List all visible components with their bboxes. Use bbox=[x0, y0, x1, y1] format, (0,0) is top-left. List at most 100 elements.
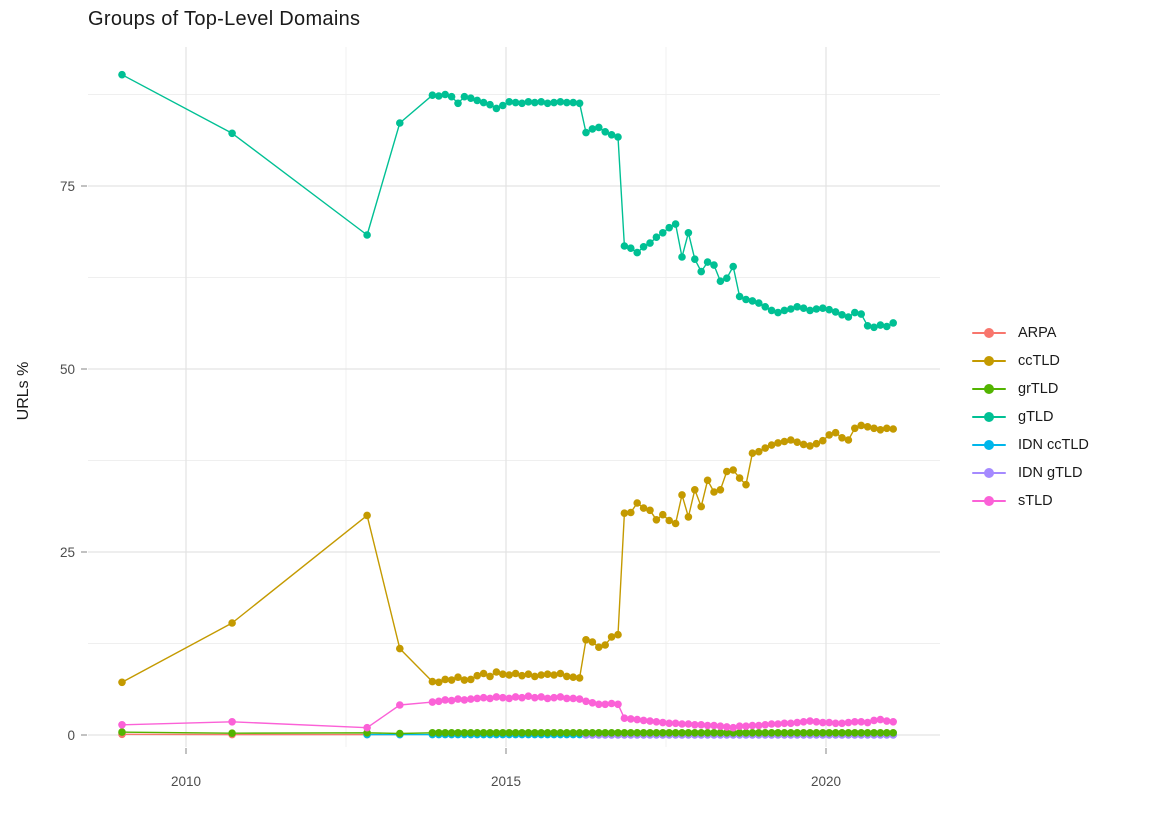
data-point bbox=[627, 729, 635, 737]
data-point bbox=[671, 719, 680, 728]
data-point bbox=[467, 675, 475, 684]
data-point bbox=[793, 303, 801, 311]
x-tick-label: 2015 bbox=[491, 774, 521, 789]
data-point bbox=[838, 729, 846, 737]
data-point bbox=[723, 723, 731, 731]
data-point bbox=[761, 721, 769, 729]
data-point bbox=[556, 693, 565, 701]
data-point bbox=[588, 638, 597, 646]
data-point bbox=[492, 668, 501, 676]
data-point bbox=[799, 718, 808, 726]
data-point bbox=[537, 693, 545, 701]
data-point bbox=[646, 506, 654, 515]
data-point bbox=[806, 729, 814, 737]
data-point bbox=[716, 729, 725, 737]
data-point bbox=[505, 671, 513, 679]
data-point bbox=[876, 426, 885, 434]
data-point bbox=[460, 696, 469, 704]
data-point bbox=[543, 670, 552, 678]
data-point bbox=[819, 436, 827, 445]
data-point bbox=[518, 671, 526, 680]
data-point bbox=[633, 729, 641, 737]
data-point bbox=[812, 718, 821, 726]
data-point bbox=[524, 729, 533, 737]
data-point bbox=[492, 693, 501, 701]
data-point bbox=[735, 474, 744, 482]
data-point bbox=[748, 449, 757, 458]
data-point bbox=[556, 98, 565, 106]
data-point bbox=[863, 718, 872, 727]
data-point bbox=[595, 729, 603, 737]
data-point bbox=[582, 636, 590, 644]
data-point bbox=[396, 701, 404, 709]
data-point bbox=[473, 694, 482, 703]
data-point bbox=[671, 220, 680, 228]
data-point bbox=[447, 696, 456, 705]
data-point bbox=[748, 721, 757, 730]
data-point bbox=[614, 729, 622, 737]
data-point bbox=[575, 99, 584, 108]
data-point bbox=[774, 439, 782, 447]
data-point bbox=[646, 239, 654, 247]
data-point bbox=[543, 729, 552, 737]
data-point bbox=[767, 720, 776, 728]
data-point bbox=[363, 231, 371, 239]
data-point bbox=[857, 310, 865, 318]
data-point bbox=[793, 438, 801, 447]
data-point bbox=[588, 125, 597, 133]
data-point bbox=[435, 678, 443, 687]
data-point bbox=[492, 104, 501, 113]
data-point bbox=[659, 729, 667, 737]
data-point bbox=[761, 444, 769, 452]
data-point bbox=[582, 128, 590, 137]
data-point bbox=[563, 694, 571, 703]
data-point bbox=[716, 277, 725, 286]
data-point bbox=[716, 486, 725, 494]
data-point bbox=[825, 718, 833, 727]
data-point bbox=[665, 729, 673, 737]
data-point bbox=[505, 694, 513, 703]
data-point bbox=[678, 720, 686, 728]
data-point bbox=[652, 718, 661, 726]
data-point bbox=[499, 729, 507, 737]
data-point bbox=[454, 673, 462, 681]
data-point bbox=[524, 670, 533, 678]
data-point bbox=[831, 428, 840, 437]
data-point bbox=[876, 729, 885, 737]
legend-item-gtld: gTLD bbox=[972, 406, 1089, 428]
data-point bbox=[543, 694, 552, 703]
data-point bbox=[627, 715, 635, 723]
data-point bbox=[118, 728, 126, 736]
data-point bbox=[435, 697, 443, 706]
data-point bbox=[671, 729, 680, 737]
data-point bbox=[684, 513, 693, 521]
data-point bbox=[524, 98, 533, 106]
data-point bbox=[467, 695, 475, 703]
data-point bbox=[118, 721, 126, 729]
data-point bbox=[511, 669, 520, 678]
data-point bbox=[505, 729, 513, 737]
data-point bbox=[761, 729, 769, 737]
data-point bbox=[889, 319, 897, 327]
legend-key-icon bbox=[972, 378, 1006, 400]
data-point bbox=[799, 729, 808, 737]
data-point bbox=[524, 692, 533, 700]
legend-key-icon bbox=[972, 322, 1006, 344]
data-point bbox=[646, 729, 654, 737]
data-point bbox=[703, 721, 712, 730]
legend-label: ccTLD bbox=[1018, 353, 1060, 369]
data-point bbox=[755, 729, 763, 737]
data-point bbox=[550, 693, 558, 702]
data-point bbox=[851, 308, 859, 317]
data-point bbox=[755, 721, 763, 730]
data-point bbox=[428, 91, 437, 99]
legend-label: gTLD bbox=[1018, 409, 1054, 425]
data-point bbox=[582, 697, 590, 706]
data-point bbox=[228, 718, 236, 726]
data-point bbox=[569, 673, 577, 681]
data-point bbox=[838, 719, 846, 728]
data-point bbox=[614, 133, 622, 141]
y-tick-label: 0 bbox=[67, 728, 75, 743]
data-point bbox=[851, 729, 859, 737]
